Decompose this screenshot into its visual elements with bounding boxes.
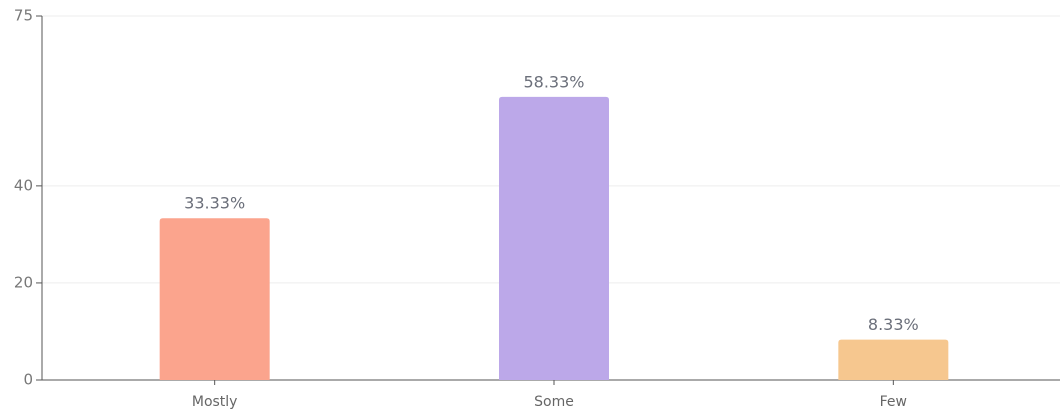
value-label: 33.33% xyxy=(184,194,245,213)
bar xyxy=(159,218,270,380)
value-label: 8.33% xyxy=(868,315,919,334)
x-tick-label: Mostly xyxy=(192,394,238,410)
x-tick-label: Some xyxy=(534,394,574,410)
x-tick-label: Few xyxy=(880,394,907,410)
y-tick-label: 20 xyxy=(14,273,33,291)
y-tick-label: 75 xyxy=(14,7,33,25)
bar xyxy=(499,96,609,381)
bar xyxy=(838,339,949,380)
y-tick-label: 0 xyxy=(23,371,33,389)
value-label: 58.33% xyxy=(523,72,584,91)
y-tick-label: 40 xyxy=(14,176,33,194)
